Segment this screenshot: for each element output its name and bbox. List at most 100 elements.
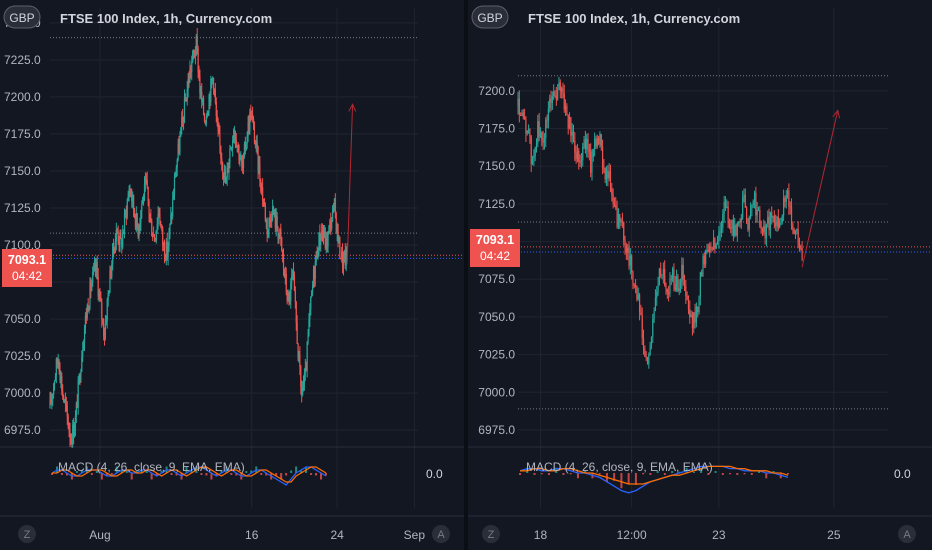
time-axis[interactable]: Aug 16 24 Sep <box>89 528 425 542</box>
candle <box>674 275 676 292</box>
y-tick-label: 7150.0 <box>478 159 515 173</box>
candle <box>74 410 77 437</box>
candle <box>188 71 190 88</box>
candle <box>260 178 262 194</box>
candle <box>716 235 719 245</box>
macd-histogram-bar <box>265 473 268 476</box>
candle <box>611 182 613 202</box>
candle <box>591 149 593 181</box>
macd-histogram-bar <box>721 473 724 475</box>
candle <box>699 271 701 306</box>
candle <box>234 130 236 149</box>
indicator-label[interactable]: MACD (4, 26, close, 9, EMA, EMA) <box>58 460 245 474</box>
auto-scale-button[interactable]: A <box>432 525 450 543</box>
macd-histogram-bar <box>220 470 223 473</box>
zoom-button[interactable]: Z <box>18 525 36 543</box>
candle <box>333 197 336 212</box>
candle <box>313 265 316 288</box>
auto-scale-button[interactable]: A <box>898 525 916 543</box>
candle <box>308 313 310 337</box>
svg-text:A: A <box>437 529 445 541</box>
candle <box>245 142 247 151</box>
candle <box>779 218 781 229</box>
candle <box>769 211 771 239</box>
candle <box>155 229 157 244</box>
candle <box>228 158 230 180</box>
currency-badge[interactable] <box>3 5 41 29</box>
candle <box>658 267 660 286</box>
candle <box>71 433 73 448</box>
candle <box>563 84 565 113</box>
candle <box>58 358 60 375</box>
candle <box>645 351 647 362</box>
macd-histogram-bar <box>90 473 93 475</box>
candle <box>673 263 675 292</box>
candle <box>792 221 794 235</box>
macd-histogram-bar <box>245 471 248 473</box>
price-axis[interactable]: 6975.07000.07025.07050.07075.07100.07125… <box>4 16 41 437</box>
candle <box>294 286 296 309</box>
candle <box>324 227 326 251</box>
candle <box>529 128 531 144</box>
candle <box>734 217 736 238</box>
candle <box>56 357 58 369</box>
candle <box>293 271 296 292</box>
candle <box>86 303 88 321</box>
price-axis[interactable]: 6975.07000.07025.07050.07075.07100.07125… <box>478 84 515 437</box>
candle <box>338 234 340 244</box>
candle <box>93 256 96 272</box>
candle <box>605 166 608 186</box>
candle <box>199 69 201 100</box>
candle <box>186 80 188 106</box>
panel-divider <box>464 0 468 550</box>
candle <box>251 110 253 121</box>
svg-text:Z: Z <box>488 529 495 541</box>
indicator-label[interactable]: MACD (4, 26, close, 9, EMA, EMA) <box>526 460 713 474</box>
macd-histogram-bar <box>576 473 579 479</box>
candle <box>561 86 563 99</box>
candle <box>164 253 166 262</box>
candle <box>211 78 213 89</box>
candle <box>232 135 234 157</box>
candle <box>724 196 727 211</box>
time-axis[interactable]: 18 12:00 23 25 <box>534 528 841 542</box>
candle <box>196 27 198 55</box>
candle <box>264 202 266 223</box>
candle <box>678 279 680 296</box>
candle <box>735 223 737 237</box>
candle <box>616 200 618 229</box>
left-chart-panel[interactable]: 6975.07000.07025.07050.07075.07100.07125… <box>0 0 464 550</box>
zoom-button[interactable]: Z <box>482 525 500 543</box>
candle <box>143 176 146 202</box>
candle <box>113 238 115 258</box>
candle <box>755 186 757 224</box>
candle <box>703 252 705 269</box>
candle <box>53 382 55 399</box>
right-chart-panel[interactable]: 6975.07000.07025.07050.07075.07100.07125… <box>468 0 932 550</box>
candle-countdown: 04:42 <box>12 269 42 283</box>
candle <box>720 220 723 238</box>
candle <box>76 394 78 409</box>
macd-histogram-bar <box>115 466 118 473</box>
candle <box>287 289 289 302</box>
currency-label: GBP <box>477 11 502 25</box>
candle <box>800 244 802 251</box>
currency-badge[interactable] <box>471 5 509 29</box>
candle <box>539 127 542 138</box>
candle <box>579 154 581 167</box>
candle <box>341 243 344 274</box>
candle <box>550 90 552 112</box>
candle <box>219 125 221 154</box>
candle <box>59 362 61 384</box>
candle <box>227 162 229 173</box>
candle <box>84 312 87 335</box>
candle <box>740 213 742 230</box>
candle <box>723 195 725 223</box>
candle <box>311 289 313 298</box>
candle <box>242 152 245 175</box>
candle <box>78 373 80 385</box>
candle <box>772 215 774 223</box>
macd-histogram-bar <box>320 473 323 480</box>
